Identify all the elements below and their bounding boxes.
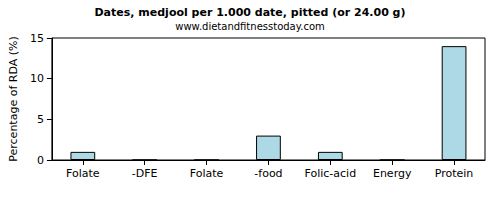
svg-text:15: 15: [30, 32, 44, 45]
svg-text:Folic-acid: Folic-acid: [305, 167, 357, 180]
svg-text:Energy: Energy: [373, 167, 412, 180]
svg-text:Dates, medjool per 1.000 date,: Dates, medjool per 1.000 date, pitted (o…: [94, 6, 405, 19]
svg-text:-DFE: -DFE: [132, 167, 158, 180]
svg-text:5: 5: [37, 113, 44, 126]
svg-text:www.dietandfitnesstoday.com: www.dietandfitnesstoday.com: [175, 21, 324, 32]
svg-text:0: 0: [37, 154, 44, 167]
svg-text:Folate: Folate: [190, 167, 224, 180]
svg-text:Percentage of RDA (%): Percentage of RDA (%): [7, 36, 20, 161]
svg-text:Protein: Protein: [435, 167, 474, 180]
svg-text:Folate: Folate: [66, 167, 100, 180]
svg-text:-food: -food: [254, 167, 282, 180]
svg-text:10: 10: [30, 72, 44, 85]
